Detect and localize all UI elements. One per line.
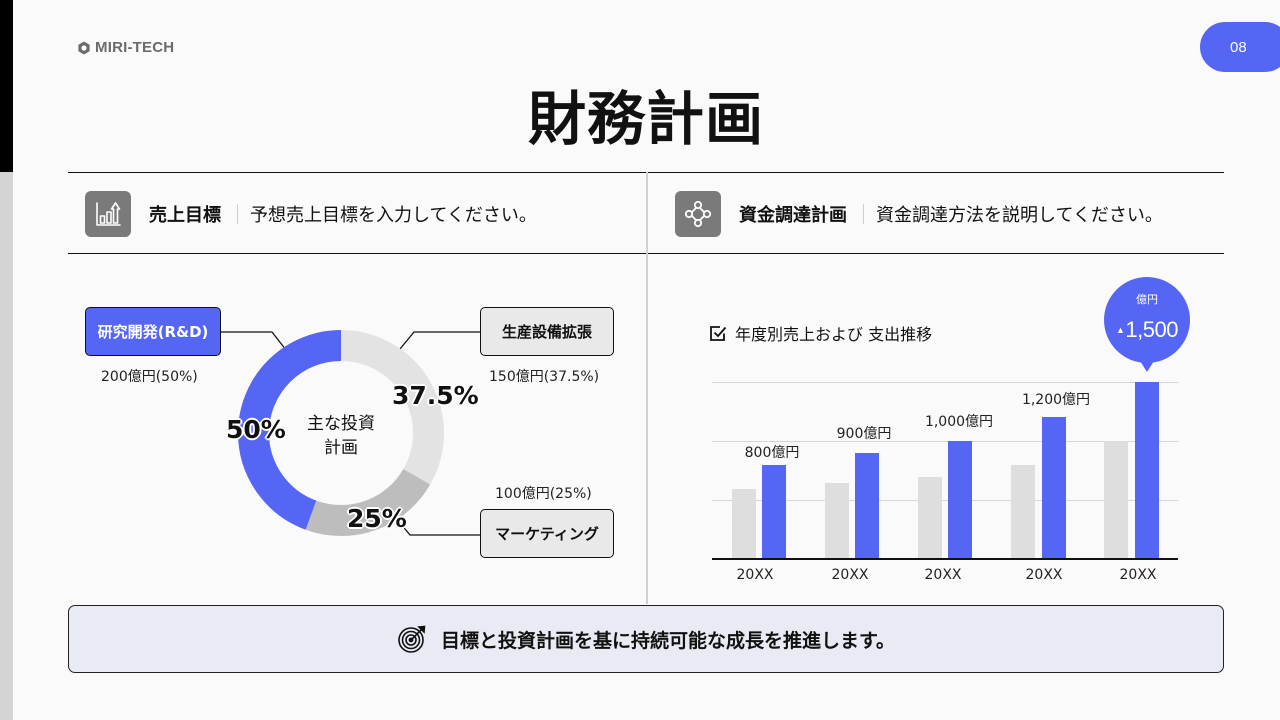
callout-value-marketing: 100億円(25%) xyxy=(495,486,592,502)
page-number: 08 xyxy=(1230,38,1247,56)
checkbox-checked-icon xyxy=(710,326,727,341)
bar-value-label: 1,000億円 xyxy=(924,414,994,430)
bar-chart-growth-icon xyxy=(85,191,131,237)
donut-center-label: 主な投資 計画 xyxy=(238,412,444,460)
bar-value-label: 1,200億円 xyxy=(1021,392,1091,408)
page-title: 財務計画 xyxy=(527,85,764,153)
bar-sales-4 xyxy=(1042,417,1066,559)
bubble-unit: 億円 xyxy=(1136,293,1158,306)
investment-donut-chart xyxy=(238,330,444,536)
bar-sales-1 xyxy=(762,465,786,559)
page-number-badge: 08 xyxy=(1200,22,1280,72)
section-description: 資金調達方法を説明してください。 xyxy=(876,205,1163,226)
peak-value-bubble: 億円 ▲1,500 xyxy=(1104,277,1190,372)
bar-expense-3 xyxy=(918,477,942,559)
callout-marketing: マーケティング xyxy=(480,509,614,558)
summary-banner: 目標と投資計画を基に持続可能な成長を推進します。 xyxy=(68,605,1224,673)
callout-label: マーケティング xyxy=(495,525,599,543)
donut-segment-marketing xyxy=(238,330,444,536)
network-nodes-icon xyxy=(675,191,721,237)
section-header-sales-target: 売上目標 予想売上目標を入力してください。 xyxy=(85,191,537,237)
up-arrow-icon: ▲ xyxy=(1116,325,1125,335)
left-edge-accent-light xyxy=(0,172,13,720)
donut-center-line2: 計画 xyxy=(324,438,358,458)
callout-value-facilities: 150億円(37.5%) xyxy=(489,369,600,385)
x-axis-label: 20XX xyxy=(736,567,774,583)
target-dart-icon xyxy=(398,625,426,653)
bar-value-label: 800億円 xyxy=(744,445,800,461)
banner-text: 目標と投資計画を基に持続可能な成長を推進します。 xyxy=(440,629,896,652)
x-axis-label: 20XX xyxy=(831,567,869,583)
gridline-500 xyxy=(712,500,1178,501)
callout-facilities: 生産設備拡張 xyxy=(480,307,614,356)
pct-label-rnd: 50% xyxy=(226,415,286,444)
gridline-1000 xyxy=(712,441,1178,442)
bar-expense-5 xyxy=(1104,441,1128,559)
callout-rnd: 研究開発(R&D) xyxy=(85,307,221,356)
section-description: 予想売上目標を入力してください。 xyxy=(250,205,537,226)
section-label: 資金調達計画 xyxy=(739,205,847,226)
logo-text: MIRI-TECH xyxy=(95,39,175,56)
gridline-1500 xyxy=(712,382,1178,383)
bar-value-label: 900億円 xyxy=(836,426,892,442)
x-axis-label: 20XX xyxy=(1025,567,1063,583)
donut-segment-rnd xyxy=(238,330,444,536)
bar-expense-2 xyxy=(825,483,849,559)
callout-value-rnd: 200億円(50%) xyxy=(101,369,198,385)
left-edge-accent-dark xyxy=(0,0,13,172)
pct-label-facilities: 37.5% xyxy=(392,381,479,410)
bar-chart-title: 年度別売上および 支出推移 xyxy=(709,321,932,345)
hexagon-logo-icon xyxy=(78,41,90,54)
separator xyxy=(863,204,864,224)
separator xyxy=(237,204,238,224)
bar-sales-3 xyxy=(948,441,972,559)
bar-sales-2 xyxy=(855,453,879,559)
bubble-value: ▲1,500 xyxy=(1116,317,1178,342)
chart-title-text: 年度別売上および 支出推移 xyxy=(735,325,933,344)
x-axis-baseline xyxy=(712,558,1178,560)
section-header-funding-plan: 資金調達計画 資金調達方法を説明してください。 xyxy=(675,191,1163,237)
company-logo: MIRI-TECH xyxy=(77,39,174,56)
bar-expense-4 xyxy=(1011,465,1035,559)
x-axis-label: 20XX xyxy=(924,567,962,583)
callout-label: 生産設備拡張 xyxy=(501,323,592,341)
pct-label-marketing: 25% xyxy=(347,504,407,533)
bar-expense-1 xyxy=(732,489,756,559)
donut-center-line1: 主な投資 xyxy=(307,414,375,434)
callout-label: 研究開発(R&D) xyxy=(97,323,209,341)
section-label: 売上目標 xyxy=(149,205,221,226)
bar-sales-5 xyxy=(1135,382,1159,559)
x-axis-label: 20XX xyxy=(1119,567,1157,583)
divider-vertical xyxy=(646,172,648,604)
